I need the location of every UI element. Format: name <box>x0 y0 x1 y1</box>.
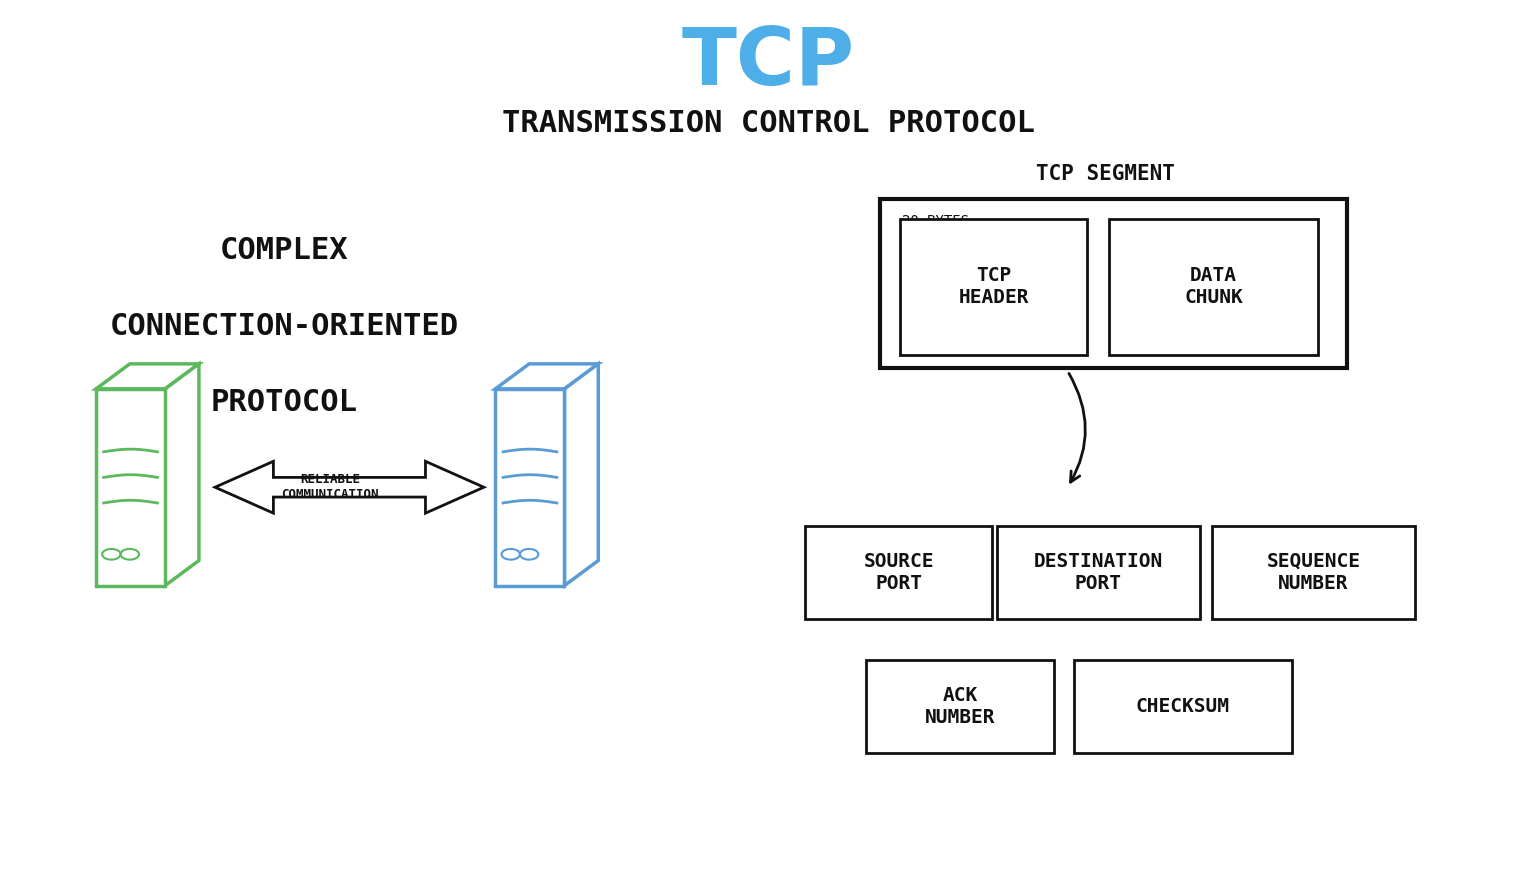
FancyBboxPatch shape <box>95 389 166 586</box>
Polygon shape <box>215 461 484 513</box>
Text: TCP: TCP <box>682 23 854 102</box>
Text: COMPLEX: COMPLEX <box>220 236 349 265</box>
Text: CHECKSUM: CHECKSUM <box>1135 696 1230 716</box>
Text: DESTINATION
PORT: DESTINATION PORT <box>1034 552 1163 593</box>
Text: TCP SEGMENT: TCP SEGMENT <box>1037 164 1175 184</box>
FancyBboxPatch shape <box>1074 660 1292 753</box>
FancyBboxPatch shape <box>866 660 1054 753</box>
Text: SOURCE
PORT: SOURCE PORT <box>863 552 934 593</box>
FancyBboxPatch shape <box>997 526 1200 619</box>
Text: ACK
NUMBER: ACK NUMBER <box>925 686 995 727</box>
FancyBboxPatch shape <box>1212 526 1415 619</box>
FancyBboxPatch shape <box>900 219 1087 355</box>
FancyBboxPatch shape <box>1109 219 1318 355</box>
FancyBboxPatch shape <box>495 389 564 586</box>
FancyBboxPatch shape <box>880 199 1347 368</box>
Polygon shape <box>95 364 200 389</box>
Polygon shape <box>166 364 200 586</box>
FancyBboxPatch shape <box>805 526 992 619</box>
Text: RELIABLE
COMMUNICATION: RELIABLE COMMUNICATION <box>281 473 379 502</box>
Text: DATA
CHUNK: DATA CHUNK <box>1184 266 1243 308</box>
Text: PROTOCOL: PROTOCOL <box>210 388 358 417</box>
Polygon shape <box>495 364 599 389</box>
Text: TRANSMISSION CONTROL PROTOCOL: TRANSMISSION CONTROL PROTOCOL <box>502 109 1034 138</box>
Polygon shape <box>565 364 599 586</box>
Text: CONNECTION-ORIENTED: CONNECTION-ORIENTED <box>109 312 459 341</box>
Text: SEQUENCE
NUMBER: SEQUENCE NUMBER <box>1266 552 1361 593</box>
Text: TCP
HEADER: TCP HEADER <box>958 266 1029 308</box>
Text: 20 BYTES: 20 BYTES <box>902 214 969 228</box>
